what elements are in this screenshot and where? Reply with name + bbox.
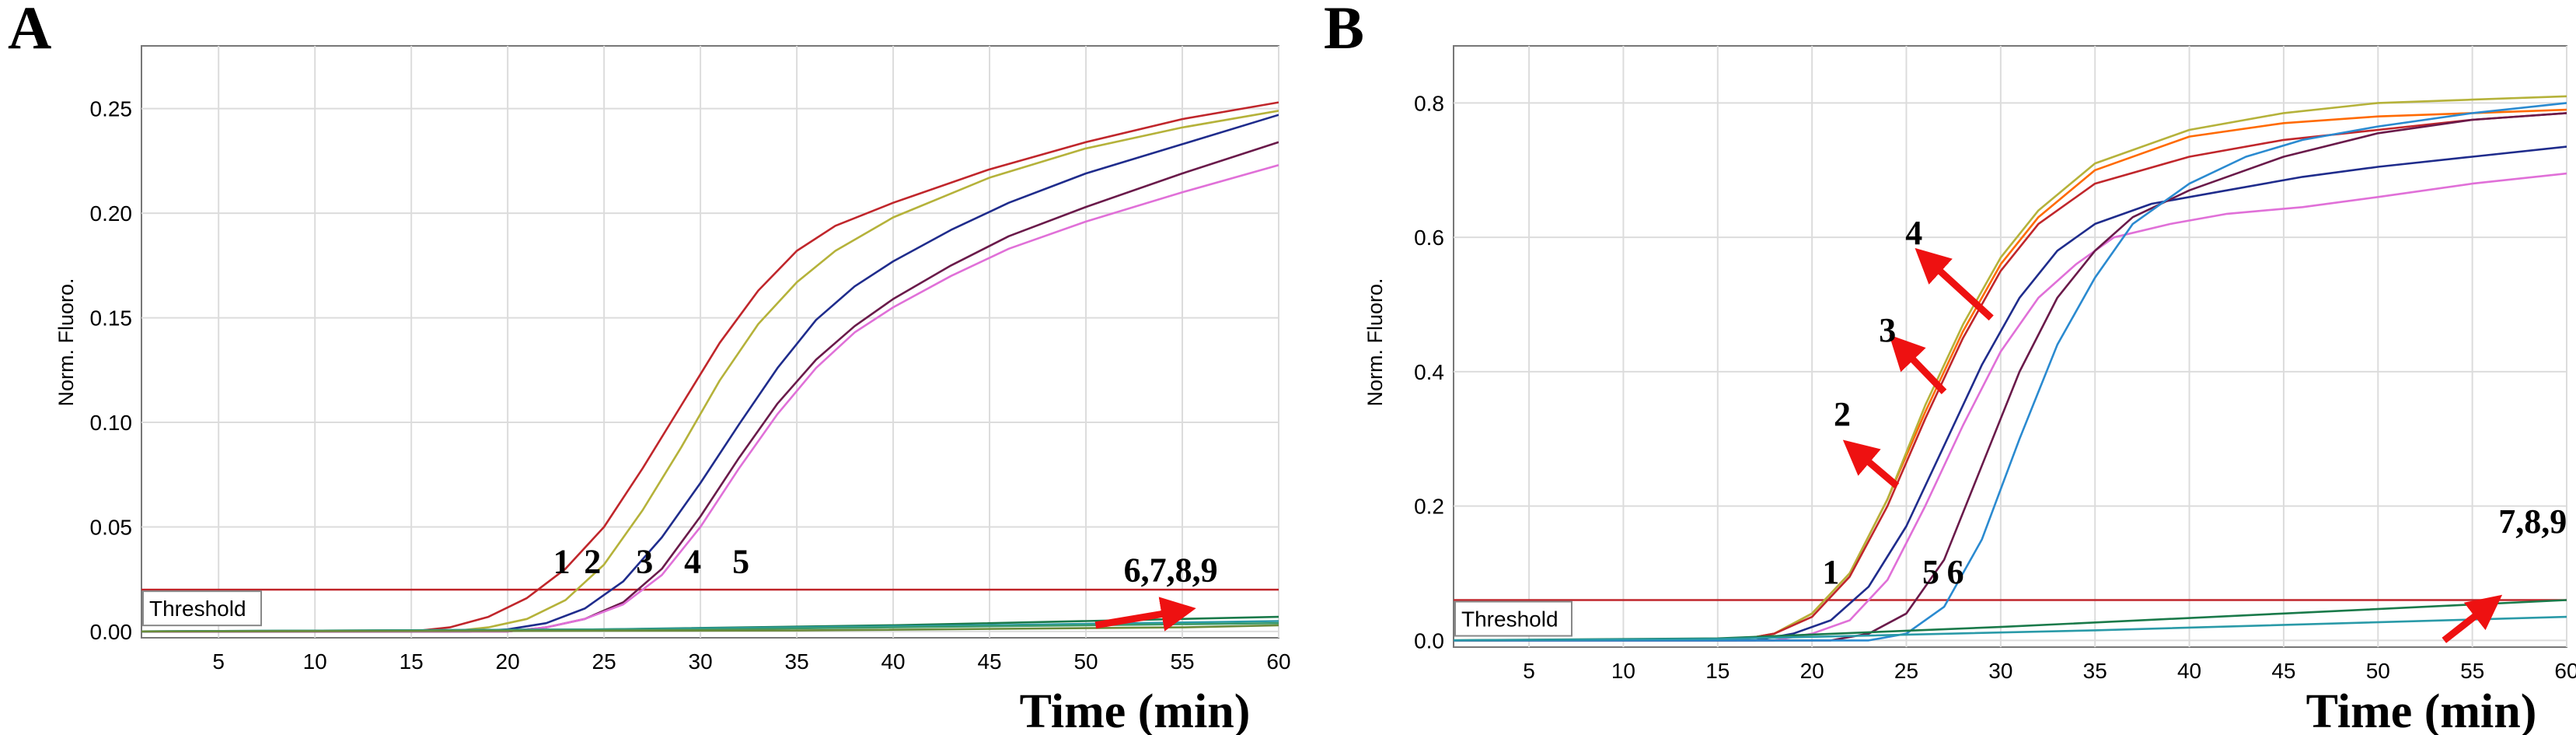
x-tick-label: 30: [1988, 659, 2012, 683]
series-line-9: [1454, 615, 2567, 642]
x-tick-label: 10: [303, 649, 327, 674]
x-axis-title: Time (min): [2306, 685, 2537, 735]
series-line-1: [141, 101, 1279, 633]
x-tick-label: 35: [2083, 659, 2107, 683]
x-tick-label: 45: [2271, 659, 2295, 683]
y-tick-label: 0.8: [1414, 91, 1444, 115]
panel-label: A: [8, 0, 51, 61]
chart-panel-B: 5 10 15 20 25 30 35 40 45 50 55 600.00.20.40.60.8No…: [1324, 0, 2576, 735]
chart-panel-A: 5 10 15 20 25 30 35 40 45 50 55 600.000.050.100.150…: [8, 0, 1291, 735]
y-tick-label: 0.20: [90, 201, 133, 226]
curve-label: 2: [1834, 395, 1851, 433]
x-tick-label: 60: [2554, 659, 2576, 683]
series-line-7: [1454, 102, 2567, 642]
x-tick-label: 20: [1800, 659, 1824, 683]
annotation-arrow: [1094, 597, 1196, 632]
curve-label: 4: [684, 543, 701, 581]
threshold-label: Threshold: [149, 597, 246, 621]
x-tick-label: 5: [212, 649, 225, 674]
curve-label: 7,8,9: [2498, 502, 2567, 541]
x-tick-label: 10: [1611, 659, 1635, 683]
y-tick-label: 0.2: [1414, 495, 1444, 519]
plot-area: [1453, 45, 2567, 648]
curve-label: 5: [1922, 553, 1939, 591]
x-tick-label: 5: [1523, 659, 1535, 683]
curve-label: 1: [553, 543, 571, 581]
x-tick-label: 50: [1073, 649, 1098, 674]
series-line-2: [1454, 95, 2567, 642]
threshold-label: Threshold: [1461, 607, 1559, 632]
series-group: [1454, 95, 2567, 642]
series-group: [141, 101, 1279, 633]
y-tick-label: 0.25: [90, 97, 133, 121]
y-tick-label: 0.4: [1414, 360, 1444, 384]
series-line-9: [141, 624, 1279, 633]
threshold-label-box: [142, 590, 262, 627]
x-axis-title: Time (min): [1020, 685, 1251, 735]
series-line-2: [141, 110, 1279, 633]
series-line-3: [141, 114, 1279, 633]
series-line-4: [1454, 145, 2567, 642]
y-tick-label: 0.0: [1414, 628, 1444, 653]
y-tick-label: 0.6: [1414, 226, 1444, 250]
series-line-5: [1454, 172, 2567, 642]
x-tick-label: 55: [1170, 649, 1194, 674]
y-tick-label: 0.15: [90, 306, 133, 331]
x-tick-label: 20: [496, 649, 520, 674]
y-tick-label: 0.10: [90, 411, 133, 435]
series-line-6: [1454, 112, 2567, 642]
curve-label: 6,7,8,9: [1124, 551, 1218, 589]
y-tick-label: 0.05: [90, 515, 133, 539]
curve-label: 5: [732, 543, 749, 581]
series-line-5: [141, 164, 1279, 633]
panel-label: B: [1324, 0, 1364, 61]
x-tick-label: 35: [785, 649, 809, 674]
x-tick-label: 40: [881, 649, 905, 674]
annotation-arrow: [1889, 334, 1947, 394]
curve-label: 2: [584, 543, 601, 581]
curve-label: 3: [1879, 311, 1896, 349]
curve-label: 4: [1905, 214, 1922, 252]
x-tick-label: 60: [1266, 649, 1290, 674]
y-tick-label: 0.00: [90, 620, 133, 644]
x-tick-label: 25: [1894, 659, 1918, 683]
x-tick-label: 25: [592, 649, 616, 674]
x-tick-label: 45: [977, 649, 1001, 674]
annotation-arrow: [2442, 594, 2503, 643]
plot-area: [141, 45, 1279, 639]
y-axis-label: Norm. Fluoro.: [1363, 278, 1387, 406]
annotation-arrow: [1842, 439, 1900, 489]
curve-label: 1: [1822, 553, 1839, 591]
curve-label: 6: [1947, 553, 1964, 591]
x-tick-label: 15: [400, 649, 424, 674]
annotation-arrow: [1915, 247, 1994, 321]
x-tick-label: 15: [1705, 659, 1730, 683]
x-tick-label: 50: [2366, 659, 2390, 683]
x-tick-label: 30: [689, 649, 713, 674]
threshold-label-box: [1454, 600, 1572, 637]
x-tick-label: 55: [2460, 659, 2484, 683]
y-axis-label: Norm. Fluoro.: [54, 278, 78, 406]
x-tick-label: 40: [2177, 659, 2201, 683]
curve-label: 3: [636, 543, 653, 581]
